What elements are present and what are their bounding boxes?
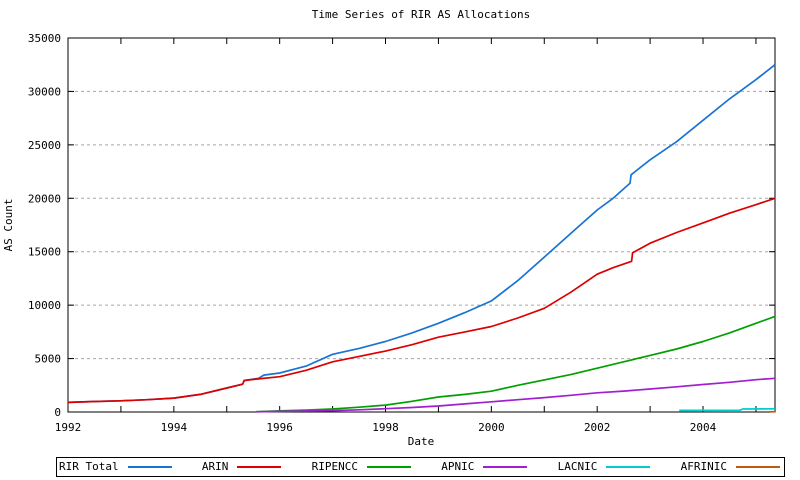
x-tick-label: 1992 — [55, 421, 82, 434]
legend-line-sample — [606, 466, 651, 468]
legend-item-rir-total: RIR Total — [59, 458, 172, 476]
legend-line-sample — [366, 466, 411, 468]
legend: RIR Total ARIN RIPENCC APNIC LACNIC AFRINIC — [56, 457, 785, 477]
axes — [67, 37, 776, 413]
legend-line-sample — [237, 466, 282, 468]
x-tick-label: 2002 — [584, 421, 611, 434]
legend-line-sample — [127, 466, 172, 468]
x-tick-label: 2000 — [478, 421, 505, 434]
y-tick-label: 15000 — [28, 246, 61, 259]
x-tick-label: 1996 — [266, 421, 293, 434]
legend-line-sample — [483, 466, 528, 468]
series-line-arin — [67, 197, 776, 404]
legend-item-arin: ARIN — [202, 458, 282, 476]
y-tick-label: 35000 — [28, 32, 61, 45]
x-tick-label: 1998 — [372, 421, 399, 434]
legend-line-sample — [735, 466, 780, 468]
legend-label: APNIC — [441, 460, 475, 473]
legend-item-afrinic: AFRINIC — [681, 458, 780, 476]
legend-label: AFRINIC — [680, 460, 727, 473]
series-line-lacnic — [679, 407, 776, 412]
x-axis-label: Date — [408, 435, 435, 448]
series-line-rir-total — [67, 64, 776, 404]
grid-lines — [69, 90, 774, 360]
y-tick-label: 20000 — [28, 192, 61, 205]
legend-item-apnic: APNIC — [441, 458, 528, 476]
x-tick-label: 2004 — [690, 421, 717, 434]
legend-label: RIR Total — [59, 460, 119, 473]
legend-label: LACNIC — [557, 460, 598, 473]
y-tick-label: 10000 — [28, 299, 61, 312]
y-tick-label: 25000 — [28, 139, 61, 152]
chart-title: Time Series of RIR AS Allocations — [312, 8, 531, 21]
y-tick-label: 5000 — [35, 353, 62, 366]
y-tick-label: 0 — [54, 406, 61, 419]
y-axis-label: AS Count — [2, 199, 15, 252]
tick-labels: 1992 1994 1996 1998 2000 2002 2004 0 5000 10000 15… — [28, 32, 717, 434]
data-series — [67, 64, 776, 413]
legend-item-lacnic: LACNIC — [558, 458, 651, 476]
y-tick-label: 30000 — [28, 85, 61, 98]
series-line-ripencc — [255, 315, 776, 413]
legend-label: ARIN — [201, 460, 229, 473]
legend-label: RIPENCC — [311, 460, 358, 473]
series-line-apnic — [255, 377, 776, 413]
legend-item-ripencc: RIPENCC — [312, 458, 411, 476]
x-tick-label: 1994 — [161, 421, 188, 434]
